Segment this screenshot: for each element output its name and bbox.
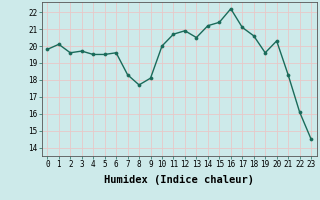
X-axis label: Humidex (Indice chaleur): Humidex (Indice chaleur) <box>104 175 254 185</box>
